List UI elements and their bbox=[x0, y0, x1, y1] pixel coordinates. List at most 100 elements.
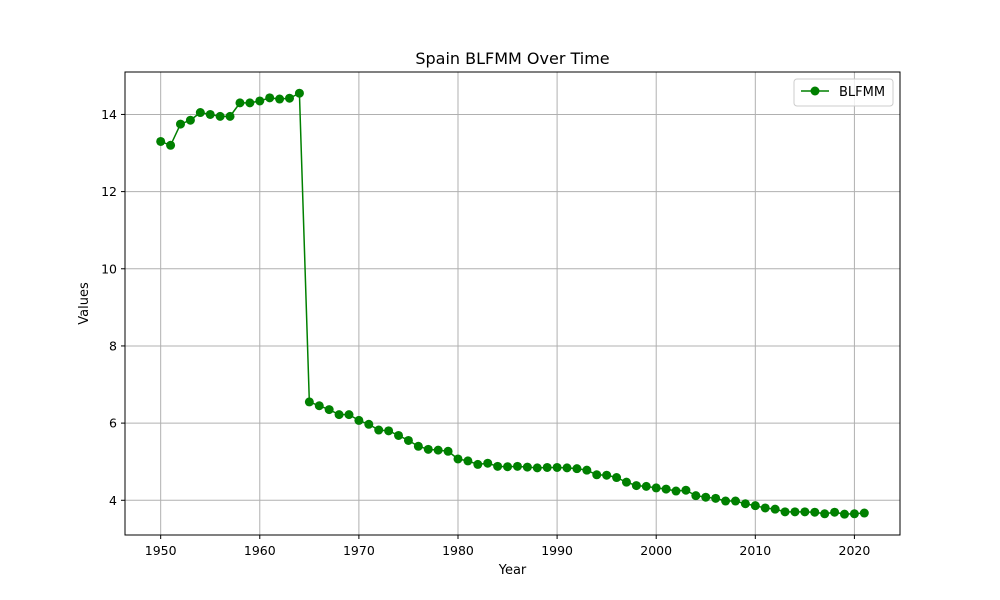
x-axis-ticks: 1950 1960 1970 1980 1990 2000 2010 2020 bbox=[145, 535, 871, 558]
data-point bbox=[849, 509, 859, 519]
legend-entry-blfmm: BLFMM bbox=[839, 85, 885, 100]
data-point bbox=[166, 140, 176, 150]
data-point bbox=[493, 461, 503, 471]
data-point bbox=[275, 94, 285, 104]
x-tick-label: 1980 bbox=[442, 543, 474, 558]
data-point bbox=[572, 464, 582, 474]
data-point bbox=[314, 401, 324, 411]
x-tick-label: 2010 bbox=[739, 543, 771, 558]
data-point bbox=[740, 499, 750, 509]
data-point bbox=[403, 435, 413, 445]
data-point bbox=[215, 111, 225, 121]
y-tick-label: 4 bbox=[109, 493, 117, 508]
data-point bbox=[790, 507, 800, 517]
legend-box bbox=[793, 78, 894, 107]
data-point bbox=[156, 136, 166, 146]
y-axis-label: Values bbox=[77, 282, 92, 325]
data-point bbox=[265, 93, 275, 103]
data-point bbox=[522, 462, 532, 472]
data-point bbox=[512, 461, 522, 471]
data-point bbox=[691, 491, 701, 501]
data-point bbox=[245, 98, 255, 108]
data-point bbox=[671, 486, 681, 496]
data-point bbox=[364, 419, 374, 429]
data-point bbox=[830, 507, 840, 517]
x-tick-label: 1960 bbox=[244, 543, 276, 558]
data-point bbox=[661, 484, 671, 494]
data-point bbox=[602, 470, 612, 480]
data-point bbox=[344, 410, 354, 420]
data-point bbox=[423, 444, 433, 454]
data-point bbox=[285, 93, 295, 103]
data-point bbox=[820, 509, 830, 519]
data-point bbox=[294, 88, 304, 98]
data-point bbox=[810, 507, 820, 517]
data-point bbox=[631, 481, 641, 491]
plot-frame bbox=[124, 71, 901, 536]
data-point bbox=[542, 462, 552, 472]
y-tick-label: 12 bbox=[101, 184, 117, 199]
data-point bbox=[195, 108, 205, 118]
data-point bbox=[770, 504, 780, 514]
data-point bbox=[681, 485, 691, 495]
data-point bbox=[612, 473, 622, 483]
data-point bbox=[443, 446, 453, 456]
x-tick-label: 2000 bbox=[640, 543, 672, 558]
data-point bbox=[840, 509, 849, 519]
data-point bbox=[453, 454, 463, 464]
x-tick-label: 2020 bbox=[839, 543, 871, 558]
data-point bbox=[621, 477, 631, 487]
data-point bbox=[711, 493, 721, 503]
data-point bbox=[641, 481, 651, 491]
data-point bbox=[255, 96, 265, 106]
x-tick-label: 1970 bbox=[343, 543, 375, 558]
data-point bbox=[413, 441, 423, 451]
data-point bbox=[473, 459, 483, 469]
data-point bbox=[730, 496, 740, 506]
data-point bbox=[354, 415, 364, 425]
data-point bbox=[592, 470, 602, 480]
data-point bbox=[334, 410, 344, 420]
series-line-blfmm bbox=[160, 92, 865, 515]
data-point bbox=[483, 458, 493, 468]
data-point bbox=[384, 426, 394, 436]
data-point bbox=[433, 445, 443, 455]
data-point bbox=[750, 501, 760, 511]
legend: BLFMM bbox=[793, 78, 894, 107]
data-point bbox=[651, 483, 661, 493]
y-tick-label: 6 bbox=[109, 416, 117, 431]
data-point bbox=[235, 98, 245, 108]
x-tick-label: 1950 bbox=[145, 543, 177, 558]
data-point bbox=[225, 111, 235, 121]
data-point bbox=[503, 462, 513, 472]
data-point bbox=[562, 463, 572, 473]
grid bbox=[125, 72, 900, 535]
data-point bbox=[176, 119, 185, 129]
data-point bbox=[721, 496, 731, 506]
chart-title: Spain BLFMM Over Time bbox=[415, 49, 609, 68]
data-point bbox=[701, 492, 711, 502]
data-point bbox=[780, 507, 790, 517]
data-point bbox=[760, 503, 770, 513]
data-point bbox=[859, 508, 869, 518]
data-point bbox=[532, 463, 542, 473]
data-point bbox=[324, 405, 334, 415]
x-tick-label: 1990 bbox=[541, 543, 573, 558]
data-point bbox=[185, 115, 195, 125]
y-axis-ticks: 4 6 8 10 12 14 bbox=[101, 107, 125, 508]
data-point bbox=[552, 462, 562, 472]
y-tick-label: 8 bbox=[109, 338, 117, 353]
legend-marker-swatch bbox=[810, 86, 820, 96]
data-point bbox=[582, 465, 592, 475]
data-point bbox=[304, 397, 314, 407]
data-point bbox=[800, 507, 810, 517]
y-tick-label: 10 bbox=[101, 261, 117, 276]
y-tick-label: 14 bbox=[101, 107, 117, 122]
data-point bbox=[205, 109, 215, 119]
data-point bbox=[463, 456, 473, 466]
x-axis-label: Year bbox=[498, 563, 527, 578]
series-layer bbox=[156, 88, 869, 519]
data-point bbox=[374, 425, 384, 435]
data-point bbox=[394, 430, 404, 440]
